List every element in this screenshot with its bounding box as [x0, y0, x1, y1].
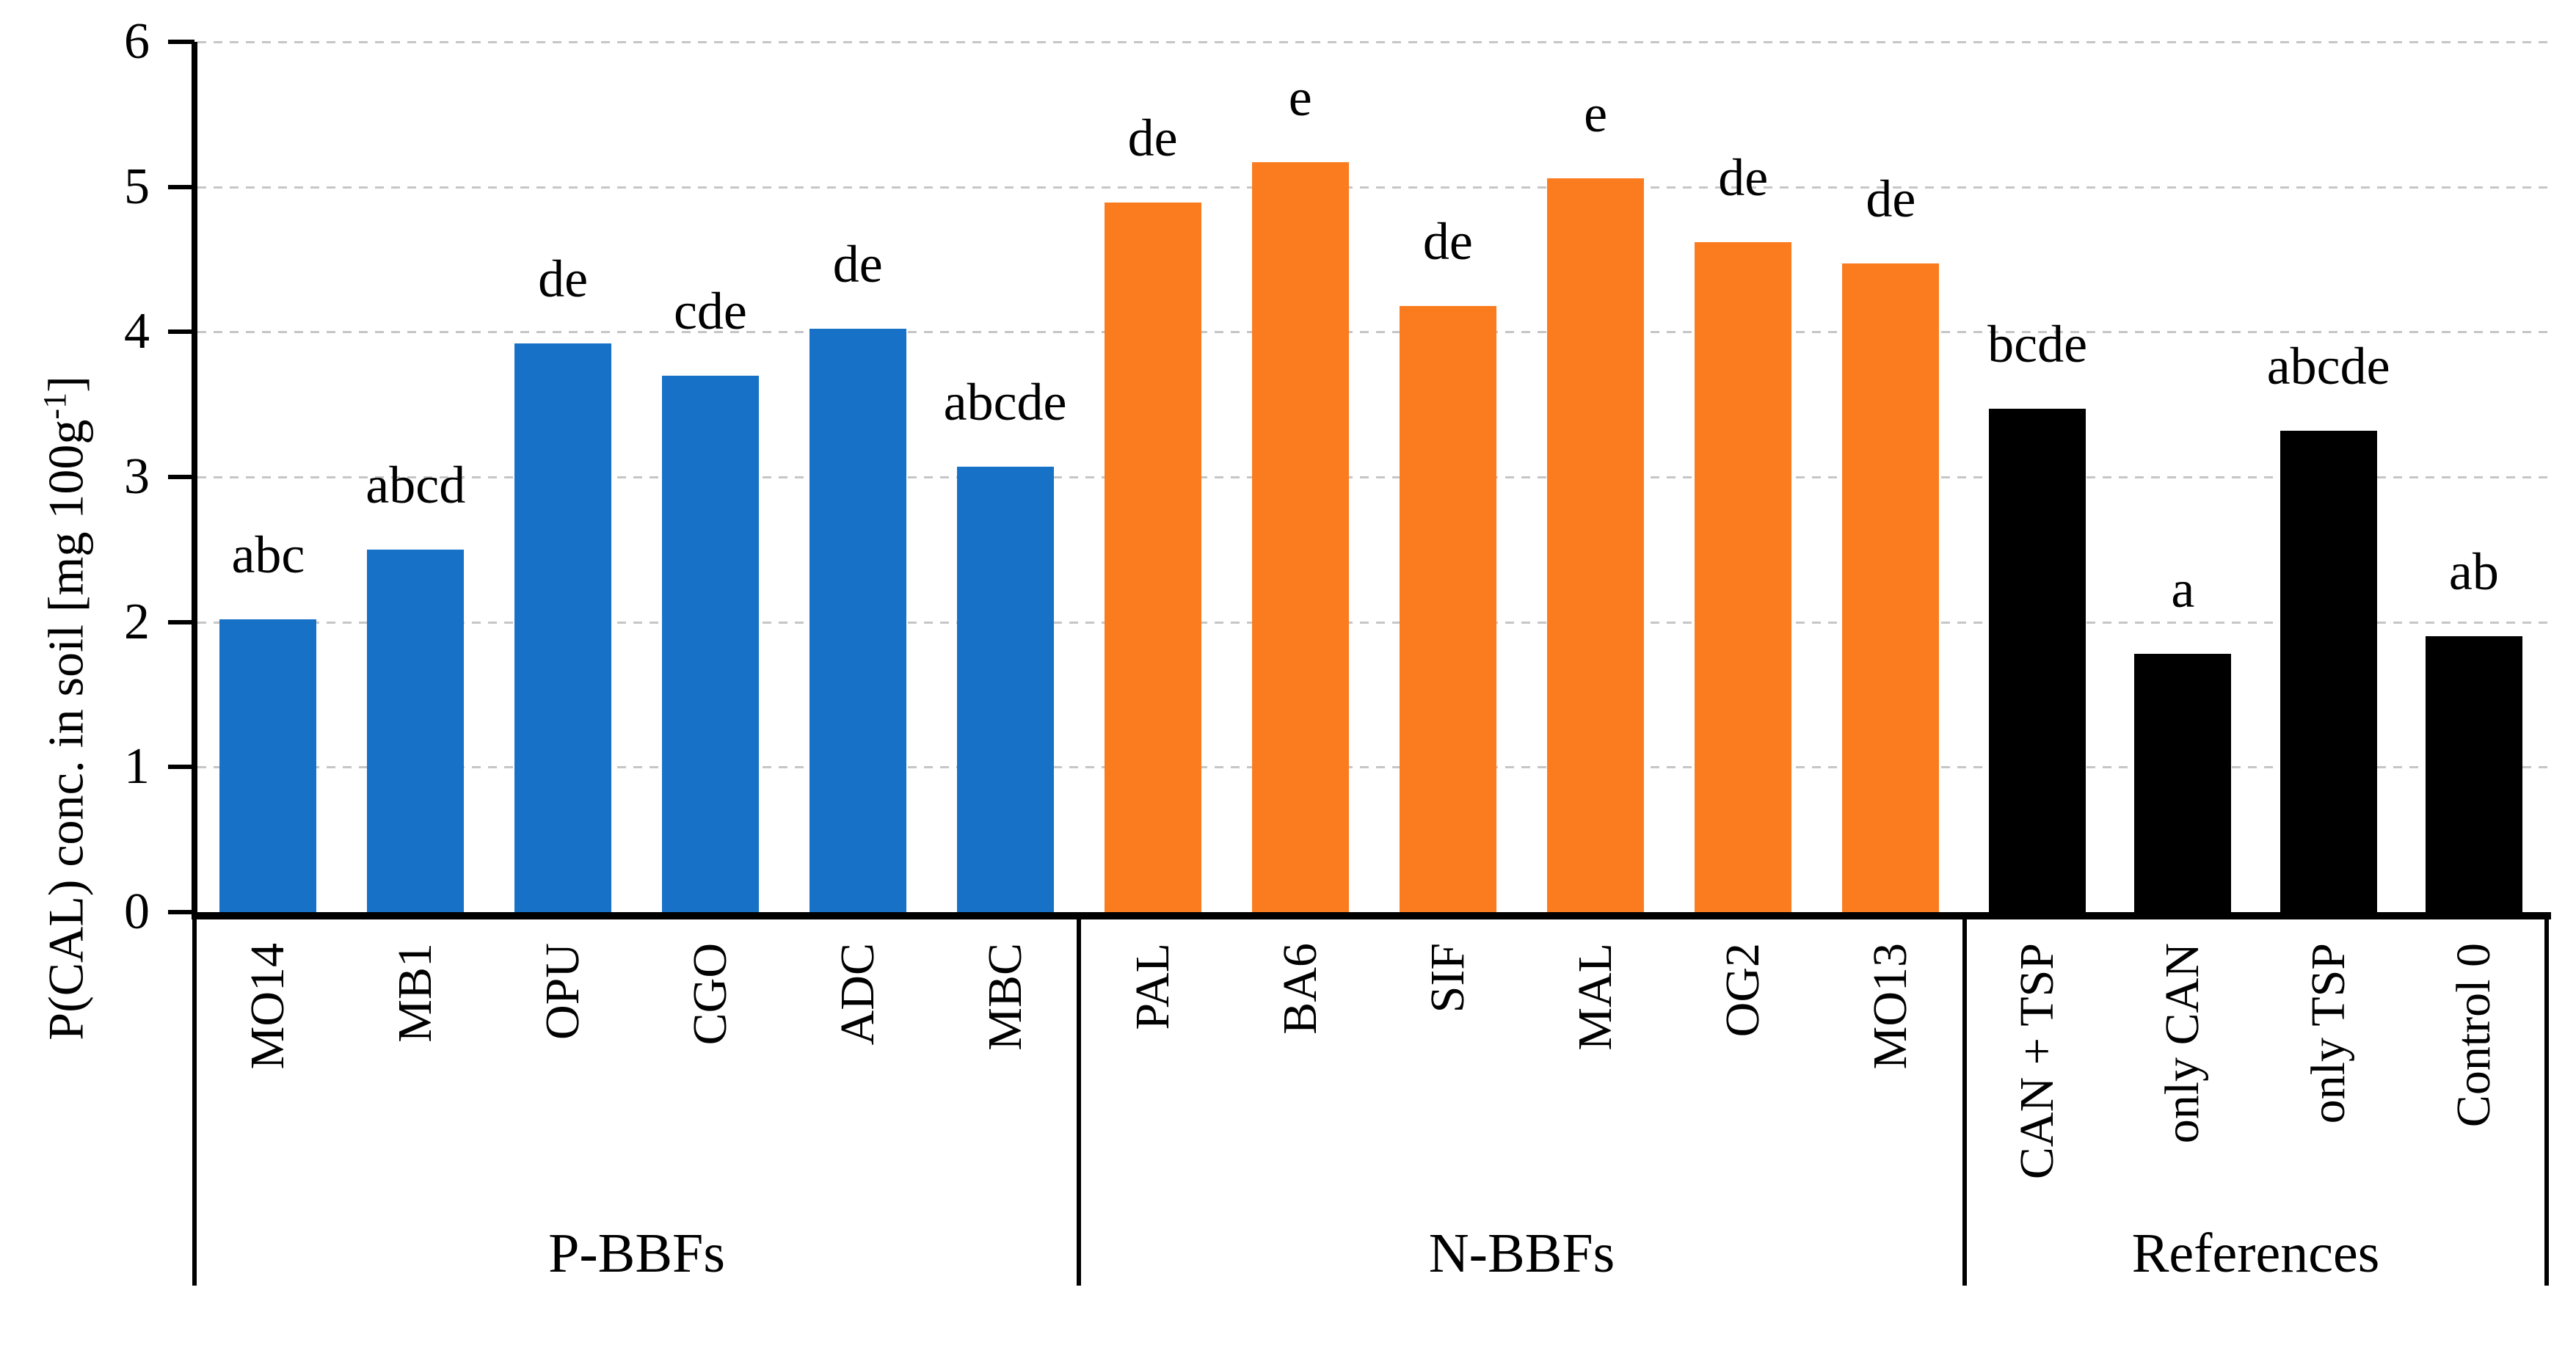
category-label: OPU: [536, 943, 590, 1041]
significance-letters: abcd: [365, 455, 466, 514]
y-gridline: [197, 186, 2551, 189]
category-label: Control 0: [2446, 943, 2500, 1128]
group-label-n-bbfs: N-BBFs: [1428, 1223, 1615, 1284]
category-label: SIF: [1420, 943, 1474, 1013]
bar-adc: [809, 329, 906, 915]
y-axis-title-bracket: ]: [37, 376, 94, 393]
category-label: only TSP: [2301, 943, 2355, 1124]
significance-letters: de: [1422, 211, 1473, 271]
group-label-references: References: [2131, 1223, 2380, 1284]
y-axis-tick: [168, 765, 194, 770]
y-axis-tick-label: 0: [124, 884, 150, 940]
category-group-separator: [192, 912, 197, 1286]
significance-letters: abcde: [2266, 336, 2390, 396]
x-axis-line: [192, 912, 2551, 919]
bar-control-0: [2425, 636, 2522, 915]
significance-letters: a: [2171, 560, 2195, 619]
y-axis-tick: [168, 329, 194, 335]
significance-letters: cde: [673, 281, 747, 340]
bar-only-can: [2134, 654, 2232, 915]
bar-cgo: [661, 375, 759, 915]
y-axis-line: [192, 42, 197, 919]
bar-opu: [514, 343, 612, 915]
significance-letters: ab: [2448, 542, 2499, 602]
y-axis-tick-label: 1: [124, 738, 150, 795]
category-label: ADC: [830, 943, 884, 1046]
y-axis-tick-label: 4: [124, 303, 150, 360]
category-label: OG2: [1716, 943, 1770, 1038]
bar-pal: [1104, 203, 1201, 915]
bar-mal: [1547, 178, 1645, 915]
category-label: MAL: [1568, 943, 1623, 1051]
y-axis-title: P(CAL) conc. in soil [mg 100g-1]: [24, 268, 94, 1148]
bar-sif: [1399, 305, 1496, 915]
y-gridline: [197, 621, 2551, 624]
group-label-p-bbfs: P-BBFs: [548, 1223, 725, 1284]
significance-letters: abcde: [943, 373, 1067, 432]
category-label: MB1: [388, 943, 443, 1043]
significance-letters: e: [1584, 84, 1608, 143]
y-gridline: [197, 766, 2551, 769]
bar-mbc: [956, 467, 1054, 915]
category-label: CGO: [683, 943, 737, 1046]
y-axis-tick-label: 3: [124, 448, 150, 505]
bar-ba6: [1251, 161, 1349, 915]
significance-letters: de: [832, 235, 883, 294]
significance-letters: de: [1127, 109, 1178, 168]
y-axis-tick-label: 5: [124, 158, 150, 215]
category-label: BA6: [1273, 943, 1327, 1035]
category-label: MO14: [241, 943, 295, 1070]
category-label: MBC: [978, 943, 1032, 1051]
significance-letters: de: [538, 249, 589, 309]
category-label: CAN + TSP: [2010, 943, 2064, 1180]
y-gridline: [197, 331, 2551, 334]
y-axis-tick-label: 6: [124, 12, 150, 70]
y-gridline: [197, 476, 2551, 478]
y-gridline: [197, 40, 2551, 43]
category-label: PAL: [1125, 943, 1179, 1030]
significance-letters: de: [1718, 147, 1769, 207]
bar-mb1: [367, 549, 465, 915]
category-group-separator: [1077, 912, 1081, 1286]
category-group-separator: [2544, 912, 2549, 1286]
y-axis-tick: [168, 910, 194, 914]
significance-letters: de: [1866, 170, 1916, 229]
significance-letters: bcde: [1987, 314, 2088, 374]
category-label: only CAN: [2155, 943, 2210, 1144]
significance-letters: abc: [231, 525, 305, 584]
bar-only-tsp: [2280, 430, 2377, 915]
bar-mo14: [219, 619, 317, 915]
category-group-separator: [1962, 912, 1967, 1286]
y-axis-title-superscript: -1: [37, 392, 73, 420]
y-axis-tick-label: 2: [124, 593, 150, 650]
y-axis-tick: [168, 619, 194, 624]
y-axis-tick: [168, 474, 194, 479]
bar-mo13: [1842, 263, 1940, 915]
y-axis-tick: [168, 39, 194, 44]
significance-letters: e: [1288, 68, 1312, 127]
category-label: MO13: [1863, 943, 1918, 1070]
y-axis-tick: [168, 184, 194, 189]
bar-og2: [1695, 241, 1792, 915]
bar-can-tsp: [1989, 408, 2086, 915]
